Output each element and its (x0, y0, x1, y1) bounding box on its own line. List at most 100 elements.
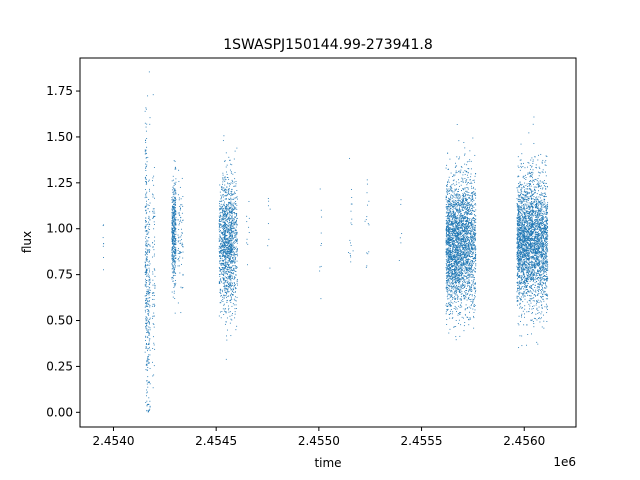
data-point (450, 264, 452, 266)
data-point (456, 289, 458, 291)
data-point (452, 230, 454, 232)
data-point (463, 250, 465, 252)
data-point (225, 245, 227, 247)
data-point (146, 303, 148, 305)
data-point (233, 276, 235, 278)
data-point (445, 280, 447, 282)
data-point (225, 358, 227, 360)
data-point (450, 207, 452, 209)
data-point (225, 235, 227, 237)
data-point (446, 221, 448, 223)
data-point (230, 182, 232, 184)
data-point (466, 179, 468, 181)
data-point (219, 269, 221, 271)
data-point (461, 270, 462, 272)
data-point (234, 207, 236, 208)
data-point (455, 282, 457, 284)
data-point (226, 241, 228, 243)
data-point (231, 231, 233, 232)
data-point (182, 287, 184, 288)
data-point (224, 247, 226, 248)
data-point (448, 259, 449, 261)
data-point (225, 219, 227, 221)
data-point (454, 252, 456, 254)
data-point (462, 230, 464, 232)
data-point (454, 194, 456, 196)
data-point (222, 282, 224, 284)
data-point (230, 200, 232, 202)
data-point (458, 305, 460, 307)
data-point (229, 213, 231, 215)
data-point (152, 194, 154, 196)
data-point (450, 239, 452, 241)
data-point (146, 306, 148, 307)
data-point (446, 241, 448, 243)
data-point (472, 274, 474, 276)
data-point (149, 287, 151, 289)
data-point (219, 291, 221, 293)
data-point (233, 273, 235, 275)
data-point (227, 290, 229, 292)
data-point (449, 244, 451, 246)
data-point (459, 260, 461, 262)
data-point (233, 193, 235, 195)
data-point (227, 276, 229, 277)
data-point (224, 308, 226, 310)
data-point (454, 277, 456, 278)
data-point (234, 222, 236, 224)
data-point (220, 278, 221, 280)
data-point (229, 279, 231, 281)
data-point (450, 242, 452, 244)
data-point (227, 204, 229, 206)
data-point (174, 255, 175, 257)
data-point (154, 275, 156, 277)
data-point (223, 217, 225, 219)
data-point (147, 356, 148, 358)
data-point (448, 251, 450, 253)
data-point (227, 248, 229, 250)
data-point (463, 257, 465, 259)
data-point (462, 197, 464, 199)
data-point (174, 285, 176, 287)
data-point (457, 209, 459, 211)
data-point (400, 199, 402, 201)
data-point (171, 291, 173, 293)
data-point (227, 230, 229, 232)
data-point (171, 248, 173, 250)
data-point (230, 275, 231, 277)
data-point (234, 247, 236, 249)
data-point (237, 198, 238, 200)
data-point (231, 274, 233, 276)
data-point (154, 304, 156, 306)
data-point (466, 256, 468, 258)
data-point (460, 258, 461, 260)
data-point (149, 123, 151, 125)
data-point (447, 228, 449, 230)
data-point (455, 278, 457, 280)
data-point (467, 249, 469, 251)
data-point (175, 253, 177, 255)
data-point (171, 209, 173, 211)
data-point (467, 226, 469, 228)
data-point (446, 270, 448, 272)
data-point (172, 227, 173, 229)
data-point (464, 244, 466, 246)
data-point (466, 207, 468, 209)
data-point (458, 219, 460, 221)
data-point (462, 181, 464, 183)
data-point (460, 244, 462, 246)
data-point (453, 274, 455, 276)
data-point (154, 287, 156, 289)
data-point (465, 268, 467, 270)
data-point (229, 277, 231, 278)
data-point (465, 212, 467, 214)
data-point (457, 282, 459, 284)
data-point (230, 240, 232, 242)
data-point (178, 199, 180, 201)
data-point (459, 258, 461, 260)
data-point (453, 279, 455, 281)
data-point (451, 241, 453, 243)
data-point (456, 267, 458, 269)
data-point (225, 261, 226, 263)
data-point (235, 241, 237, 243)
